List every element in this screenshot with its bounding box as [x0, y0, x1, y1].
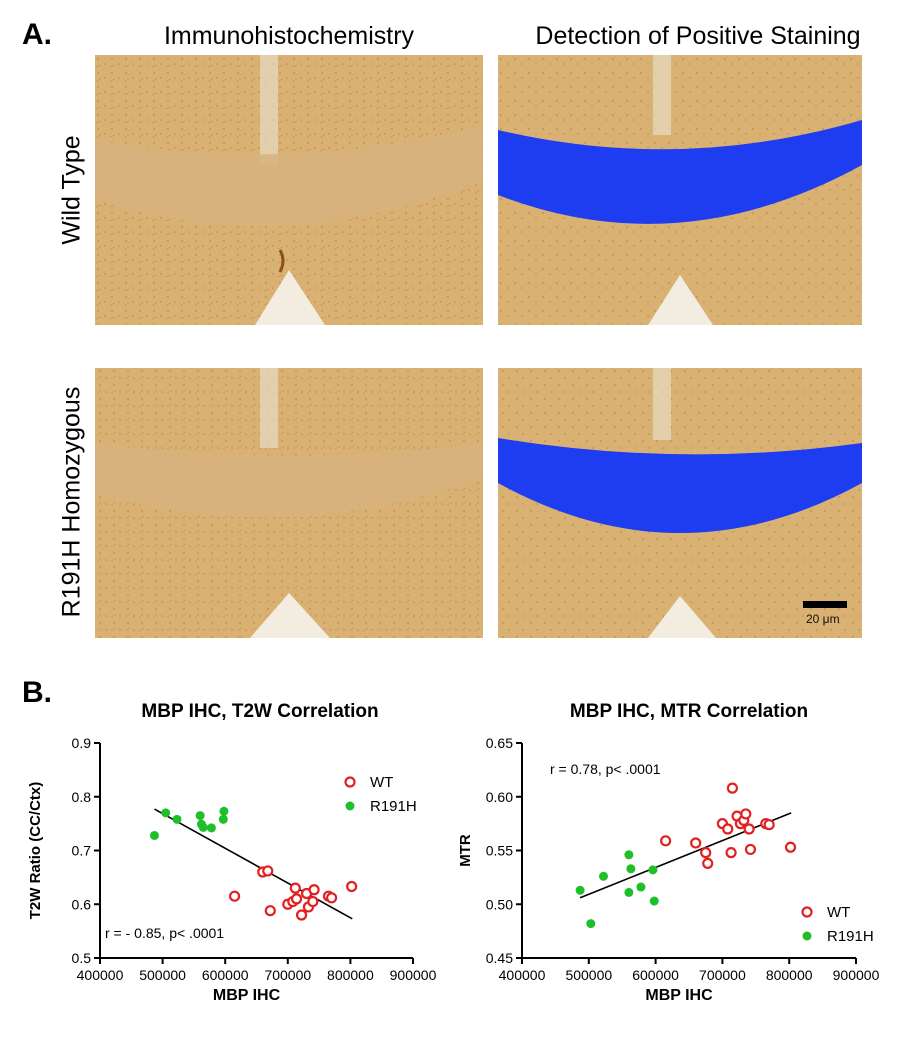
point-wt	[784, 841, 797, 853]
point-r191h	[575, 885, 585, 895]
point-r191h	[218, 814, 228, 824]
y-tick-label: 0.60	[486, 789, 513, 805]
point-wt	[228, 890, 241, 902]
micrograph-wt-ihc	[95, 55, 483, 325]
regression-line	[579, 812, 792, 899]
x-tick-label: 500000	[565, 967, 612, 983]
column-header-ihc: Immunohistochemistry	[163, 22, 415, 50]
point-wt	[690, 837, 702, 849]
legend-label: R191H	[827, 928, 874, 945]
regression-line	[154, 808, 353, 920]
x-tick-label: 400000	[499, 967, 546, 983]
point-r191h	[206, 823, 216, 833]
row-label-wild-type: Wild Type	[57, 135, 86, 245]
point-r191h	[624, 850, 634, 860]
point-r191h	[626, 864, 636, 874]
point-wt	[326, 892, 338, 904]
point-wt	[726, 782, 739, 794]
point-wt	[725, 847, 737, 859]
point-wt	[763, 819, 775, 831]
x-tick-label: 900000	[833, 967, 880, 983]
legend-marker-wt	[344, 776, 356, 788]
legend-label: WT	[370, 774, 393, 791]
panel-a-label: A.	[22, 18, 52, 51]
y-tick-label: 0.55	[486, 843, 513, 859]
chart-t2w: MBP IHC, T2W Correlation 0.5 0.6 0.7 0.8 0.9 4…	[0, 690, 460, 1030]
micrograph-r191h-ihc	[95, 368, 483, 638]
x-tick-label: 800000	[327, 967, 374, 983]
column-header-detection: Detection of Positive Staining	[535, 22, 861, 50]
panel-b-label: B.	[22, 676, 52, 709]
point-wt	[740, 808, 752, 820]
point-wt	[722, 823, 734, 835]
point-wt	[262, 865, 274, 877]
point-wt	[264, 905, 276, 917]
point-r191h	[648, 865, 658, 875]
x-tick-label: 400000	[77, 967, 124, 983]
chart-title: MBP IHC, MTR Correlation	[570, 701, 808, 722]
x-tick-label: 600000	[632, 967, 679, 983]
y-tick-label: 0.45	[486, 950, 513, 966]
legend-marker-r191h	[802, 931, 812, 941]
y-tick-label: 0.8	[72, 789, 92, 805]
point-wt	[702, 857, 714, 869]
legend-marker-wt	[801, 906, 813, 918]
chart-mtr: MBP IHC, MTR Correlation 0.45 0.50 0.55 0.60…	[455, 690, 910, 1030]
x-tick-label: 600000	[202, 967, 249, 983]
point-r191h	[195, 811, 205, 821]
micrograph-r191h-detection	[498, 368, 862, 638]
point-wt	[307, 895, 319, 908]
y-axis-label: MTR	[457, 834, 474, 867]
x-tick-label: 800000	[766, 967, 813, 983]
point-wt	[295, 909, 308, 921]
y-tick-label: 0.65	[486, 735, 513, 751]
legend-label: WT	[827, 904, 850, 921]
point-r191h	[586, 919, 596, 929]
point-wt	[308, 884, 320, 896]
x-axis-label: MBP IHC	[213, 987, 281, 1004]
chart-t2w-svg: MBP IHC, T2W Correlation 0.5 0.6 0.7 0.8 0.9 4…	[27, 701, 437, 1004]
x-tick-label: 700000	[264, 967, 311, 983]
x-tick-label: 500000	[139, 967, 186, 983]
chart-mtr-svg: MBP IHC, MTR Correlation 0.45 0.50 0.55 0.60…	[457, 701, 880, 1004]
y-tick-label: 0.7	[72, 843, 92, 859]
x-tick-label: 900000	[390, 967, 437, 983]
point-wt	[346, 880, 358, 893]
point-r191h	[219, 806, 229, 816]
y-tick-label: 0.9	[72, 735, 92, 751]
y-tick-label: 0.6	[72, 896, 92, 912]
point-r191h	[161, 808, 171, 818]
point-r191h	[598, 871, 608, 881]
point-wt	[289, 882, 301, 894]
y-axis-label: T2W Ratio (CC/Ctx)	[27, 782, 44, 920]
row-label-r191h: R191H Homozygous	[57, 386, 86, 618]
scale-bar-label: 20 μm	[806, 612, 840, 626]
y-tick-label: 0.50	[486, 896, 513, 912]
point-r191h	[624, 887, 634, 897]
point-wt	[700, 847, 712, 859]
point-r191h	[149, 830, 159, 840]
y-tick-label: 0.5	[72, 950, 92, 966]
point-wt	[744, 843, 757, 856]
legend-marker-r191h	[345, 801, 355, 811]
chart-title: MBP IHC, T2W Correlation	[141, 701, 378, 722]
point-r191h	[172, 814, 182, 824]
micrograph-wt-detection	[498, 55, 862, 325]
point-r191h	[649, 896, 659, 906]
x-axis-label: MBP IHC	[645, 987, 713, 1004]
x-tick-label: 700000	[699, 967, 746, 983]
point-wt	[290, 893, 303, 905]
point-wt	[743, 823, 755, 835]
point-wt	[660, 835, 672, 847]
correlation-annotation: r = 0.78, p< .0001	[550, 761, 661, 777]
point-r191h	[636, 882, 646, 892]
point-r191h	[198, 822, 208, 832]
correlation-annotation: r = - 0.85, p< .0001	[105, 925, 224, 941]
legend-label: R191H	[370, 798, 417, 815]
